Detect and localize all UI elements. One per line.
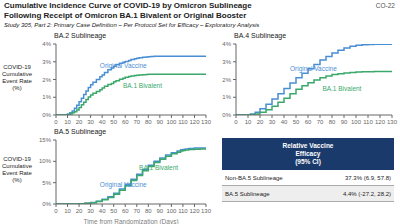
svg-text:0%: 0%: [42, 201, 51, 207]
svg-text:40: 40: [281, 119, 288, 125]
svg-text:120: 120: [375, 119, 386, 125]
svg-text:100: 100: [166, 208, 177, 214]
svg-text:110: 110: [178, 119, 188, 125]
svg-text:120: 120: [189, 119, 200, 125]
svg-text:30: 30: [87, 208, 94, 214]
svg-text:10%: 10%: [39, 158, 52, 164]
svg-text:120: 120: [189, 208, 200, 214]
svg-text:0: 0: [54, 119, 58, 125]
html-text:37.3% (6.9, 57.8): 37.3% (6.9, 57.8): [345, 174, 391, 181]
svg-text:50: 50: [110, 208, 117, 214]
html-text:BA.2 Sublineage: BA.2 Sublineage: [54, 32, 107, 39]
svg-text:0: 0: [234, 119, 238, 125]
svg-text:50: 50: [293, 119, 300, 125]
svg-text:BA.1 Bivalent: BA.1 Bivalent: [123, 82, 162, 89]
svg-text:60: 60: [305, 119, 312, 125]
svg-text:70: 70: [133, 119, 140, 125]
svg-text:15%: 15%: [39, 137, 52, 143]
svg-text:1%: 1%: [222, 94, 231, 100]
html-text:Study 305, Part 2: Primary Cas: Study 305, Part 2: Primary Case Definiti…: [4, 22, 260, 28]
svg-text:100: 100: [166, 119, 177, 125]
svg-text:BA.1 Bivalent: BA.1 Bivalent: [139, 164, 178, 171]
svg-text:110: 110: [363, 119, 373, 125]
svg-text:70: 70: [133, 208, 140, 214]
svg-text:2%: 2%: [222, 77, 231, 83]
html-text:Non-BA.5 Sublineage: Non-BA.5 Sublineage: [225, 174, 283, 181]
svg-text:70: 70: [317, 119, 324, 125]
svg-text:40: 40: [99, 208, 106, 214]
svg-text:110: 110: [178, 208, 188, 214]
svg-text:Original Vaccine: Original Vaccine: [100, 181, 147, 189]
svg-text:4%: 4%: [222, 41, 231, 47]
svg-text:4%: 4%: [42, 41, 51, 47]
svg-text:20: 20: [257, 119, 264, 125]
svg-text:90: 90: [341, 119, 348, 125]
svg-text:90: 90: [157, 208, 164, 214]
svg-text:40: 40: [99, 119, 106, 125]
html-text:COVID-19 Cumulative Event Rate: COVID-19 Cumulative Event Rate (%): [2, 63, 32, 91]
svg-text:20: 20: [76, 119, 83, 125]
svg-text:80: 80: [145, 119, 152, 125]
svg-text:60: 60: [122, 208, 129, 214]
svg-text:60: 60: [122, 119, 129, 125]
html-text:CO-22: CO-22: [375, 2, 395, 9]
svg-text:50: 50: [110, 119, 117, 125]
svg-text:BA.1 Bivalent: BA.1 Bivalent: [322, 85, 361, 92]
svg-text:130: 130: [201, 208, 212, 214]
svg-text:30: 30: [269, 119, 276, 125]
svg-text:90: 90: [157, 119, 164, 125]
svg-text:80: 80: [329, 119, 336, 125]
html-text:Cumulative Incidence Curve of: Cumulative Incidence Curve of COVID-19 b…: [4, 1, 252, 20]
html-text:COVID-19 Cumulative Event Rate: COVID-19 Cumulative Event Rate (%): [2, 156, 32, 183]
svg-text:0%: 0%: [42, 112, 51, 118]
svg-text:1%: 1%: [42, 94, 51, 100]
svg-text:2%: 2%: [42, 77, 51, 83]
html-text:BA.5 Sublineage: BA.5 Sublineage: [225, 190, 270, 197]
html-text:Relative Vaccine Efficacy (95%: Relative Vaccine Efficacy (95% CI): [282, 142, 334, 165]
svg-text:80: 80: [145, 208, 152, 214]
svg-text:10: 10: [64, 208, 71, 214]
svg-text:10: 10: [245, 119, 252, 125]
svg-text:3%: 3%: [42, 59, 51, 65]
svg-text:130: 130: [201, 119, 212, 125]
html-text:BA.5 Sublineage: BA.5 Sublineage: [54, 128, 107, 135]
html-text:BA.4 Sublineage: BA.4 Sublineage: [234, 32, 287, 39]
svg-text:0: 0: [54, 208, 58, 214]
svg-text:Original Vaccine: Original Vaccine: [290, 65, 337, 73]
svg-text:Time from Randomization (Days): Time from Randomization (Days): [83, 218, 178, 224]
svg-text:0%: 0%: [222, 112, 231, 118]
svg-text:130: 130: [387, 119, 392, 125]
svg-text:30: 30: [87, 119, 94, 125]
svg-text:10: 10: [64, 119, 71, 125]
svg-text:5%: 5%: [42, 180, 51, 186]
svg-text:Original Vaccine: Original Vaccine: [100, 62, 147, 70]
html-text:4.4% (-27.2, 28.2): 4.4% (-27.2, 28.2): [343, 190, 391, 197]
svg-text:3%: 3%: [222, 59, 231, 65]
svg-text:100: 100: [351, 119, 362, 125]
svg-text:20: 20: [76, 208, 83, 214]
